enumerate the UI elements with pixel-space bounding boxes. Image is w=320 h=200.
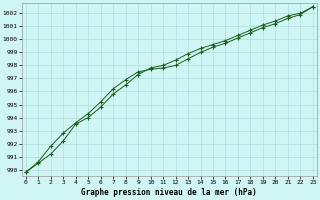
X-axis label: Graphe pression niveau de la mer (hPa): Graphe pression niveau de la mer (hPa) — [81, 188, 257, 197]
